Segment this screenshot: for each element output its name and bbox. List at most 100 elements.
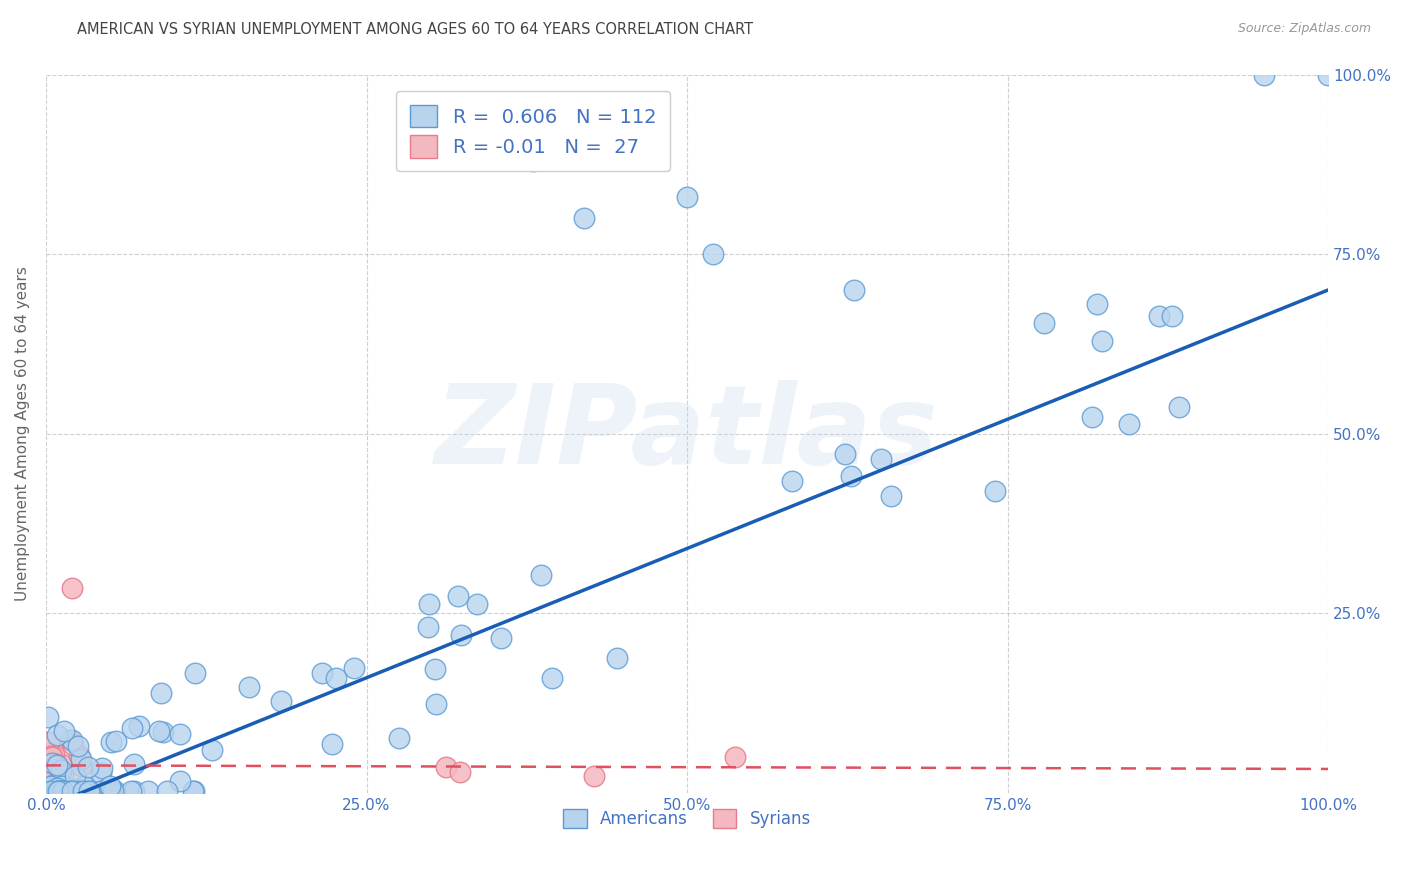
Point — [45, 756, 67, 771]
Point — [238, 681, 260, 695]
Point — [49, 782, 72, 797]
Point — [1090, 334, 1112, 349]
Point — [52, 784, 75, 798]
Point — [183, 784, 205, 798]
Point — [149, 686, 172, 700]
Point — [311, 666, 333, 681]
Point — [42, 784, 65, 798]
Point — [37, 784, 59, 798]
Point — [65, 769, 87, 783]
Point — [1081, 409, 1104, 424]
Point — [169, 773, 191, 788]
Point — [449, 764, 471, 779]
Point — [51, 757, 73, 772]
Point — [72, 784, 94, 798]
Point — [45, 780, 67, 795]
Point — [37, 752, 59, 766]
Point — [67, 747, 90, 762]
Point — [321, 737, 343, 751]
Point — [128, 719, 150, 733]
Point — [447, 589, 470, 603]
Point — [121, 722, 143, 736]
Point — [574, 211, 596, 226]
Point — [51, 780, 73, 794]
Point — [65, 784, 87, 798]
Point — [46, 784, 69, 798]
Point — [39, 748, 62, 763]
Point — [541, 671, 564, 685]
Point — [56, 784, 79, 798]
Point — [37, 773, 59, 788]
Point — [52, 778, 75, 792]
Point — [90, 765, 112, 780]
Point — [42, 784, 65, 798]
Point — [41, 784, 63, 798]
Point — [702, 247, 724, 261]
Point — [38, 776, 60, 790]
Point — [1317, 68, 1340, 82]
Point — [60, 581, 83, 595]
Point — [120, 784, 142, 798]
Point — [42, 778, 65, 792]
Point — [104, 734, 127, 748]
Point — [423, 662, 446, 676]
Point — [35, 764, 58, 778]
Point — [1168, 400, 1191, 414]
Point — [270, 694, 292, 708]
Point — [880, 489, 903, 503]
Point — [434, 760, 457, 774]
Point — [39, 784, 62, 798]
Point — [103, 784, 125, 798]
Point — [425, 697, 447, 711]
Point — [39, 784, 62, 798]
Point — [100, 735, 122, 749]
Point — [136, 784, 159, 798]
Point — [530, 568, 553, 582]
Point — [152, 725, 174, 739]
Point — [77, 760, 100, 774]
Point — [37, 710, 59, 724]
Point — [35, 767, 58, 781]
Point — [782, 474, 804, 488]
Point — [869, 451, 891, 466]
Point — [49, 784, 72, 798]
Point — [834, 447, 856, 461]
Point — [39, 769, 62, 783]
Text: ZIPatlas: ZIPatlas — [436, 380, 939, 487]
Point — [62, 739, 84, 753]
Point — [52, 768, 75, 782]
Point — [90, 784, 112, 798]
Point — [839, 469, 862, 483]
Point — [39, 746, 62, 760]
Point — [77, 784, 100, 798]
Point — [66, 784, 89, 798]
Point — [70, 751, 93, 765]
Point — [842, 283, 865, 297]
Point — [606, 650, 628, 665]
Point — [67, 739, 90, 754]
Point — [90, 784, 112, 798]
Point — [465, 598, 488, 612]
Point — [37, 784, 59, 798]
Point — [38, 784, 60, 798]
Point — [100, 784, 122, 798]
Y-axis label: Unemployment Among Ages 60 to 64 years: Unemployment Among Ages 60 to 64 years — [15, 266, 30, 601]
Point — [1118, 417, 1140, 431]
Point — [41, 749, 63, 764]
Point — [37, 784, 59, 798]
Text: AMERICAN VS SYRIAN UNEMPLOYMENT AMONG AGES 60 TO 64 YEARS CORRELATION CHART: AMERICAN VS SYRIAN UNEMPLOYMENT AMONG AG… — [77, 22, 754, 37]
Point — [60, 784, 83, 798]
Point — [1161, 309, 1184, 323]
Point — [49, 772, 72, 786]
Point — [42, 763, 65, 777]
Point — [156, 783, 179, 797]
Point — [58, 784, 80, 798]
Point — [418, 619, 440, 633]
Point — [70, 758, 93, 772]
Point — [48, 784, 70, 798]
Point — [90, 761, 112, 775]
Point — [98, 780, 121, 794]
Point — [55, 784, 77, 798]
Point — [450, 628, 472, 642]
Point — [1032, 316, 1054, 330]
